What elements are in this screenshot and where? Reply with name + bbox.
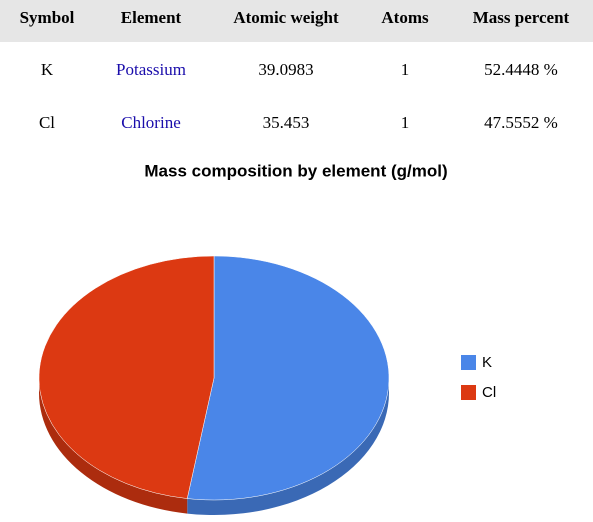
table-cell: Cl (39, 113, 55, 132)
table-cell: 52.4448 % (484, 60, 558, 79)
column-header: Atoms (381, 8, 429, 27)
pie-side (187, 378, 389, 515)
table-cell: 35.453 (263, 113, 310, 132)
element-link[interactable]: Potassium (116, 60, 186, 79)
element-link[interactable]: Chlorine (121, 113, 181, 132)
chart-title: Mass composition by element (g/mol) (144, 161, 447, 180)
legend-swatch (461, 355, 476, 370)
table-cell: 1 (401, 60, 410, 79)
table-cell: 1 (401, 113, 410, 132)
column-header: Mass percent (473, 8, 570, 27)
table-cell: K (41, 60, 54, 79)
legend-swatch (461, 385, 476, 400)
pie-slice (38, 255, 215, 499)
table-cell: 47.5552 % (484, 113, 558, 132)
column-header: Atomic weight (233, 8, 339, 27)
table-header-bg (0, 0, 593, 42)
legend-label: Cl (482, 384, 496, 401)
legend-label: K (482, 354, 492, 371)
column-header: Symbol (20, 8, 75, 27)
pie-side (39, 378, 188, 514)
column-header: Element (121, 8, 182, 27)
table-cell: 39.0983 (258, 60, 313, 79)
pie-slice (186, 255, 390, 501)
